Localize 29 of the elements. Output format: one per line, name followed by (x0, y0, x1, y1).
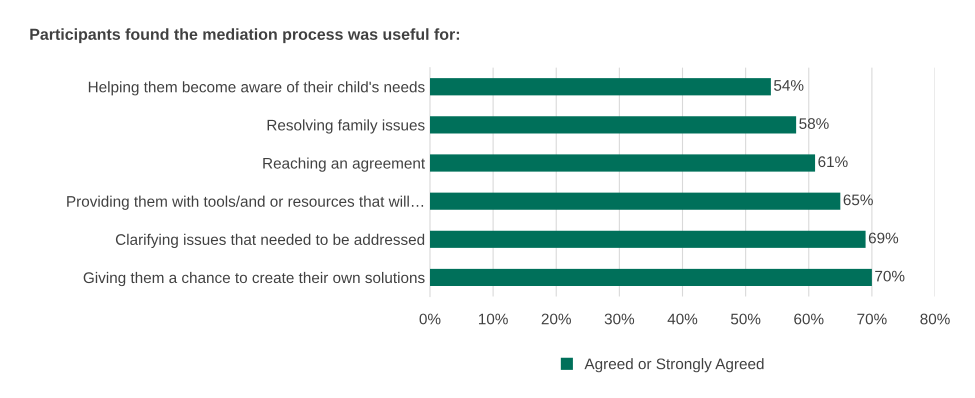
x-tick-label: 40% (668, 314, 698, 324)
bar (430, 192, 840, 210)
x-tick-label: 10% (478, 314, 508, 324)
bar (430, 116, 796, 134)
data-label: 69% (868, 232, 898, 244)
y-tick-label: Helping them become aware of their child's needs (88, 81, 425, 96)
data-label: 65% (844, 194, 873, 206)
legend-label: Agreed or Strongly Agreed (584, 358, 764, 372)
data-label: 54% (774, 80, 804, 91)
data-label: 70% (875, 270, 904, 282)
y-tick-label: Giving them a chance to create their own solutions (84, 272, 425, 286)
bar (430, 268, 872, 286)
x-tick-label: 20% (542, 314, 571, 324)
data-label: 61% (818, 156, 848, 168)
bar (430, 154, 816, 172)
x-tick-label: 30% (604, 314, 634, 324)
x-tick-label: 60% (794, 314, 824, 324)
x-tick-label: 80% (920, 314, 950, 324)
y-tick-label: Resolving family issues (268, 119, 425, 134)
data-label: 58% (799, 118, 829, 129)
y-tick-label: Providing them with tools/and or resources that will… (67, 196, 424, 210)
text: Participants found the mediation process was useful for: (30, 28, 460, 44)
x-tick-label: 50% (730, 314, 760, 324)
bar (430, 78, 771, 96)
x-tick-label: 70% (857, 314, 887, 324)
x-tick-label: 0% (420, 314, 440, 324)
y-tick-label: Clarifying issues that needed to be addressed (116, 234, 424, 248)
bar (430, 230, 866, 248)
y-tick-label: Reaching an agreement (263, 157, 426, 172)
